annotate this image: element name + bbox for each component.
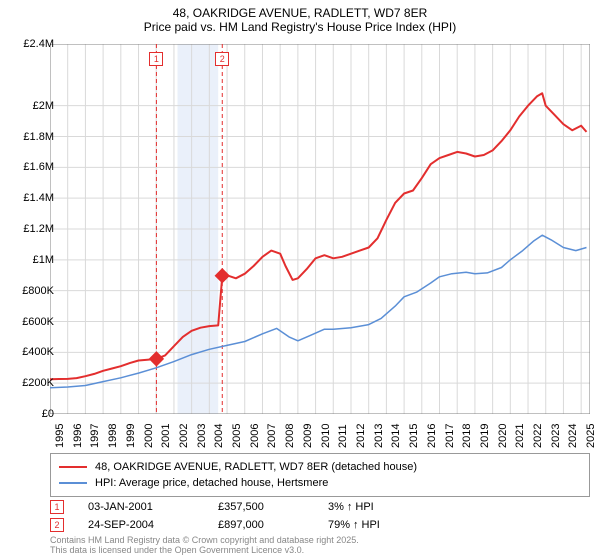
transaction-price: £897,000 bbox=[218, 519, 328, 531]
title-subtitle: Price paid vs. HM Land Registry's House … bbox=[0, 20, 600, 34]
x-tick-label: 2002 bbox=[178, 424, 190, 448]
y-tick-label: £2M bbox=[8, 100, 54, 112]
transaction-row: 1 03-JAN-2001 £357,500 3% ↑ HPI bbox=[50, 498, 380, 516]
transaction-row: 2 24-SEP-2004 £897,000 79% ↑ HPI bbox=[50, 516, 380, 534]
arrow-up-icon: ↑ bbox=[347, 501, 353, 513]
y-tick-label: £2.4M bbox=[8, 38, 54, 50]
transaction-marker: 1 bbox=[50, 500, 64, 514]
x-tick-label: 2024 bbox=[567, 424, 579, 448]
y-tick-label: £1.6M bbox=[8, 161, 54, 173]
x-tick-label: 2013 bbox=[373, 424, 385, 448]
x-tick-label: 1997 bbox=[89, 424, 101, 448]
y-tick-label: £1.2M bbox=[8, 223, 54, 235]
x-tick-label: 1996 bbox=[72, 424, 84, 448]
x-tick-label: 2000 bbox=[143, 424, 155, 448]
x-tick-label: 2025 bbox=[585, 424, 597, 448]
y-tick-label: £800K bbox=[8, 285, 54, 297]
y-tick-label: £400K bbox=[8, 346, 54, 358]
transaction-date: 24-SEP-2004 bbox=[88, 519, 218, 531]
legend-label: 48, OAKRIDGE AVENUE, RADLETT, WD7 8ER (d… bbox=[95, 461, 417, 473]
x-tick-label: 2020 bbox=[497, 424, 509, 448]
transaction-marker: 2 bbox=[50, 518, 64, 532]
legend-label: HPI: Average price, detached house, Hert… bbox=[95, 477, 328, 489]
chart-svg bbox=[50, 44, 590, 414]
transactions-table: 1 03-JAN-2001 £357,500 3% ↑ HPI 2 24-SEP… bbox=[50, 498, 380, 534]
x-tick-label: 2005 bbox=[231, 424, 243, 448]
footer-copyright: Contains HM Land Registry data © Crown c… bbox=[50, 536, 359, 556]
y-tick-label: £1.8M bbox=[8, 131, 54, 143]
x-tick-label: 1998 bbox=[107, 424, 119, 448]
legend: 48, OAKRIDGE AVENUE, RADLETT, WD7 8ER (d… bbox=[50, 453, 590, 497]
x-tick-label: 2008 bbox=[284, 424, 296, 448]
x-tick-label: 2007 bbox=[266, 424, 278, 448]
x-tick-label: 2004 bbox=[213, 424, 225, 448]
y-tick-label: £1M bbox=[8, 254, 54, 266]
x-tick-label: 2001 bbox=[160, 424, 172, 448]
chart-marker-label: 1 bbox=[149, 52, 163, 66]
x-tick-label: 2015 bbox=[408, 424, 420, 448]
x-tick-label: 2018 bbox=[461, 424, 473, 448]
x-tick-label: 2017 bbox=[444, 424, 456, 448]
x-tick-label: 2021 bbox=[514, 424, 526, 448]
x-tick-label: 2019 bbox=[479, 424, 491, 448]
legend-item-property: 48, OAKRIDGE AVENUE, RADLETT, WD7 8ER (d… bbox=[59, 459, 581, 475]
title-address: 48, OAKRIDGE AVENUE, RADLETT, WD7 8ER bbox=[0, 6, 600, 20]
x-tick-label: 2006 bbox=[249, 424, 261, 448]
x-tick-label: 2003 bbox=[196, 424, 208, 448]
arrow-up-icon: ↑ bbox=[353, 519, 359, 531]
x-tick-label: 2022 bbox=[532, 424, 544, 448]
x-tick-label: 2010 bbox=[320, 424, 332, 448]
transaction-pct: 3% ↑ HPI bbox=[328, 501, 374, 513]
y-tick-label: £1.4M bbox=[8, 192, 54, 204]
legend-swatch bbox=[59, 466, 87, 469]
legend-item-hpi: HPI: Average price, detached house, Hert… bbox=[59, 475, 581, 491]
x-tick-label: 1995 bbox=[54, 424, 66, 448]
x-tick-label: 2012 bbox=[355, 424, 367, 448]
x-tick-label: 2009 bbox=[302, 424, 314, 448]
x-tick-label: 2014 bbox=[390, 424, 402, 448]
transaction-pct: 79% ↑ HPI bbox=[328, 519, 380, 531]
chart bbox=[50, 44, 590, 414]
y-tick-label: £0 bbox=[8, 408, 54, 420]
legend-swatch bbox=[59, 482, 87, 484]
chart-marker-label: 2 bbox=[215, 52, 229, 66]
x-tick-label: 1999 bbox=[125, 424, 137, 448]
transaction-date: 03-JAN-2001 bbox=[88, 501, 218, 513]
x-tick-label: 2016 bbox=[426, 424, 438, 448]
y-tick-label: £600K bbox=[8, 316, 54, 328]
transaction-price: £357,500 bbox=[218, 501, 328, 513]
x-tick-label: 2011 bbox=[337, 424, 349, 448]
x-tick-label: 2023 bbox=[550, 424, 562, 448]
y-tick-label: £200K bbox=[8, 377, 54, 389]
